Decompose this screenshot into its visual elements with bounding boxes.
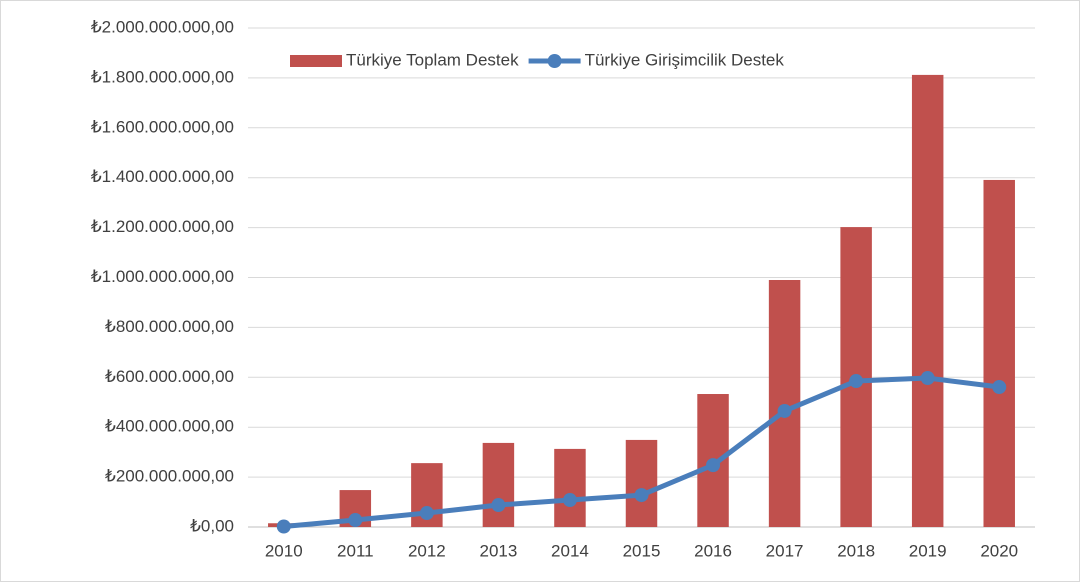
x-tick-label: 2017 bbox=[766, 541, 804, 560]
legend-marker bbox=[547, 54, 562, 68]
bar bbox=[625, 439, 658, 527]
y-tick-label: ₺400.000.000,00 bbox=[105, 417, 234, 436]
y-tick-label: ₺1.000.000.000,00 bbox=[91, 267, 234, 286]
bar bbox=[911, 74, 944, 527]
x-tick-label: 2013 bbox=[479, 541, 517, 560]
legend-label: Türkiye Toplam Destek bbox=[346, 50, 519, 69]
line-marker bbox=[920, 371, 935, 386]
y-tick-label: ₺200.000.000,00 bbox=[105, 467, 234, 486]
line-marker bbox=[849, 374, 864, 389]
line-marker bbox=[562, 493, 577, 508]
y-tick-label: ₺1.200.000.000,00 bbox=[91, 217, 234, 236]
line-marker bbox=[777, 403, 792, 418]
y-tick-label: ₺1.400.000.000,00 bbox=[91, 167, 234, 186]
bar bbox=[983, 179, 1015, 527]
x-tick-label: 2019 bbox=[909, 541, 947, 560]
x-tick-label: 2012 bbox=[408, 541, 446, 560]
x-tick-label: 2010 bbox=[265, 541, 303, 560]
x-tick-label: 2016 bbox=[694, 541, 732, 560]
x-tick-label: 2020 bbox=[980, 541, 1018, 560]
y-tick-label: ₺0,00 bbox=[190, 516, 234, 535]
x-tick-label: 2018 bbox=[837, 541, 875, 560]
line-marker bbox=[491, 498, 506, 513]
y-tick-label: ₺800.000.000,00 bbox=[105, 317, 234, 336]
x-tick-label: 2014 bbox=[551, 541, 589, 560]
bar bbox=[768, 279, 801, 527]
line-marker bbox=[419, 506, 434, 521]
line-marker bbox=[634, 488, 649, 503]
bar bbox=[554, 448, 586, 527]
y-tick-label: ₺600.000.000,00 bbox=[105, 367, 234, 386]
x-tick-label: 2011 bbox=[337, 541, 374, 560]
y-tick-label: ₺1.800.000.000,00 bbox=[91, 67, 234, 86]
bar bbox=[482, 442, 515, 527]
legend-swatch bbox=[290, 55, 342, 67]
x-tick-label: 2015 bbox=[623, 541, 661, 560]
line-marker bbox=[276, 519, 291, 534]
line-marker bbox=[992, 380, 1007, 395]
y-tick-label: ₺2.000.000.000,00 bbox=[91, 17, 234, 36]
line-marker bbox=[348, 513, 363, 528]
legend-label: Türkiye Girişimcilik Destek bbox=[585, 50, 785, 69]
line-marker bbox=[706, 458, 721, 473]
y-tick-label: ₺1.600.000.000,00 bbox=[91, 117, 234, 136]
